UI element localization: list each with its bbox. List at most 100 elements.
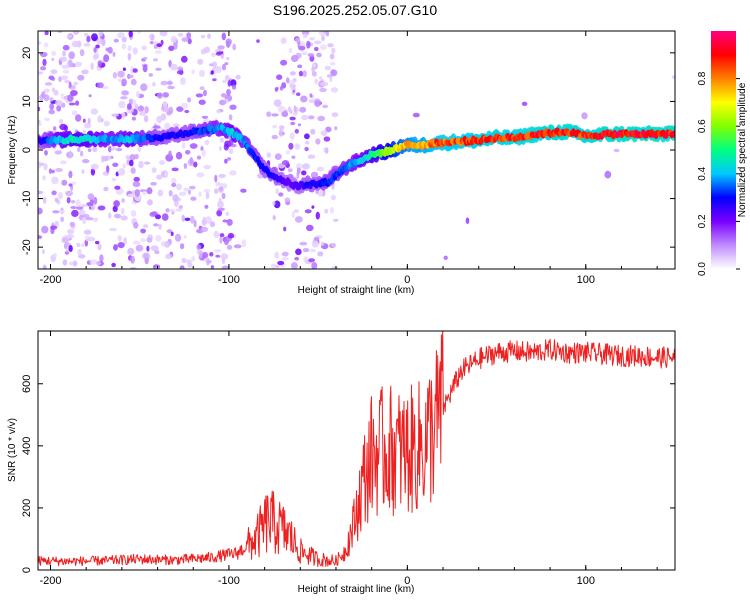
spectrogram-noise-mark — [93, 47, 97, 53]
spectrogram-noise-mark — [219, 137, 224, 144]
spectrogram-noise-mark — [297, 123, 302, 127]
spectrogram-noise-mark — [112, 162, 119, 167]
spectrogram-noise-mark — [181, 257, 187, 264]
spectrogram-noise-mark — [157, 189, 164, 197]
spectrogram-noise-mark — [80, 243, 85, 248]
spectrogram-noise-mark — [49, 103, 55, 111]
spectrogram-noise-mark — [304, 133, 310, 140]
spectrogram-noise-mark — [227, 80, 232, 87]
spectrogram-noise-mark — [315, 138, 321, 145]
spectrogram-noise-mark — [164, 170, 169, 178]
spectrogram-noise-mark — [83, 122, 92, 129]
spectrogram-noise-mark — [321, 35, 325, 42]
spectrogram-noise-mark — [197, 58, 204, 65]
spectrogram-noise-mark — [83, 229, 92, 235]
spectrogram-noise-mark — [146, 187, 153, 195]
spectrogram-noise-mark — [227, 157, 232, 161]
spectrogram-noise-mark — [61, 179, 68, 186]
spectrogram-noise-mark — [213, 230, 219, 239]
spectrogram-noise-mark — [151, 167, 157, 174]
spectrogram-noise-mark — [219, 233, 225, 238]
spectrogram-noise-mark — [274, 87, 279, 92]
spectrogram-noise-mark — [226, 56, 230, 61]
spectrogram-noise-mark — [321, 241, 325, 246]
spectrogram-noise-mark — [138, 160, 144, 169]
spectrogram-noise-mark — [177, 32, 184, 37]
spectrogram-frame — [37, 30, 676, 270]
spectrogram-noise-mark — [62, 259, 68, 266]
spectrogram-noise-mark — [96, 37, 103, 45]
spectrogram-noise-mark — [176, 106, 184, 112]
spectrogram-noise-mark — [68, 150, 73, 159]
spectrogram-noise-mark — [270, 263, 277, 269]
spectrogram-noise-mark — [225, 38, 232, 46]
spectrogram-noise-mark — [148, 73, 153, 77]
spectrogram-noise-mark — [187, 189, 192, 195]
spectrogram-noise-mark — [121, 36, 127, 43]
snr-y-ticks: 0 200 400 600 — [21, 375, 675, 573]
spectrogram-noise-mark — [67, 229, 75, 234]
spectrogram-noise-mark — [320, 44, 327, 50]
spectrogram-noise-mark — [181, 102, 188, 109]
spectrogram-noise-mark — [81, 69, 89, 75]
spectrogram-noise-mark — [291, 155, 296, 159]
spectrogram-noise-mark — [144, 161, 151, 165]
spectrogram-noise-mark — [75, 199, 81, 208]
spectrogram-noise-mark — [671, 75, 675, 80]
spectrogram-noise-mark — [136, 91, 140, 98]
spectrogram-noise-mark — [168, 45, 175, 51]
spectrogram-noise-mark — [130, 255, 135, 264]
spectrogram-noise-mark — [95, 261, 102, 266]
spectrogram-noise-mark — [68, 51, 75, 60]
spectrogram-noise-mark — [121, 43, 127, 50]
spectrogram-noise-mark — [161, 213, 169, 221]
spectrogram-noise-mark — [302, 33, 308, 39]
spectrogram-noise-mark — [183, 163, 188, 169]
spectrogram-noise-mark — [325, 147, 329, 154]
spectrogram-noise-mark — [117, 235, 122, 242]
spectrogram-noise-mark — [160, 113, 167, 121]
x-tick-label: 0 — [404, 575, 410, 587]
spectrogram-noise-mark — [183, 235, 187, 239]
spectrogram-noise-mark — [209, 221, 216, 228]
y-tick-label: 600 — [21, 375, 33, 393]
spectrogram-noise-mark — [297, 64, 303, 69]
spectrogram-noise-mark — [198, 99, 206, 105]
spectrogram-noise-mark — [42, 58, 47, 66]
spectrogram-noise-mark — [310, 128, 316, 135]
colorbar-ticks: 0.0 0.2 0.4 0.6 0.8 — [697, 71, 740, 276]
colorbar-tick-label: 0.0 — [697, 262, 708, 276]
spectrogram-noise-mark — [316, 52, 322, 58]
spectrogram-noise-mark — [48, 109, 55, 115]
spectrogram-noise-mark — [313, 236, 320, 241]
spectrogram-noise-mark — [113, 200, 120, 208]
spectrogram-noise-mark — [140, 238, 146, 243]
spectrogram-noise-mark — [330, 194, 336, 201]
spectrogram-noise-mark — [125, 155, 130, 160]
spectrogram-noise-mark — [313, 40, 322, 45]
spectrogram-noise-mark — [126, 103, 132, 110]
spectrogram-noise-mark — [319, 87, 327, 93]
spectrogram-noise-mark — [307, 154, 316, 159]
spectrogram-noise-mark — [224, 62, 229, 66]
spectrogram-noise-mark — [117, 70, 125, 78]
spectrogram-noise-mark — [273, 200, 281, 209]
spectrogram-noise-mark — [132, 181, 141, 188]
spectrogram-noise-mark — [143, 56, 148, 60]
spectrogram-noise-mark — [291, 262, 298, 269]
spectrogram-noise-mark — [312, 63, 316, 68]
spectrogram-noise-mark — [172, 123, 180, 128]
y-tick-label: 400 — [21, 437, 33, 455]
spectrogram-noise-mark — [178, 191, 187, 197]
spectrogram-noise-mark — [130, 167, 136, 174]
spectrogram-noise-mark — [327, 43, 334, 48]
spectrogram-noise-mark — [279, 85, 284, 91]
spectrogram-noise-mark — [39, 162, 45, 166]
spectrogram-noise-mark — [210, 70, 214, 75]
spectrogram-noise-mark — [165, 253, 173, 260]
spectrogram-noise-mark — [326, 74, 333, 78]
spectrogram-noise-mark — [305, 140, 310, 145]
spectrogram-noise-mark — [132, 47, 138, 55]
spectrogram-noise-mark — [183, 187, 190, 192]
y-tick-label: -10 — [21, 191, 33, 207]
